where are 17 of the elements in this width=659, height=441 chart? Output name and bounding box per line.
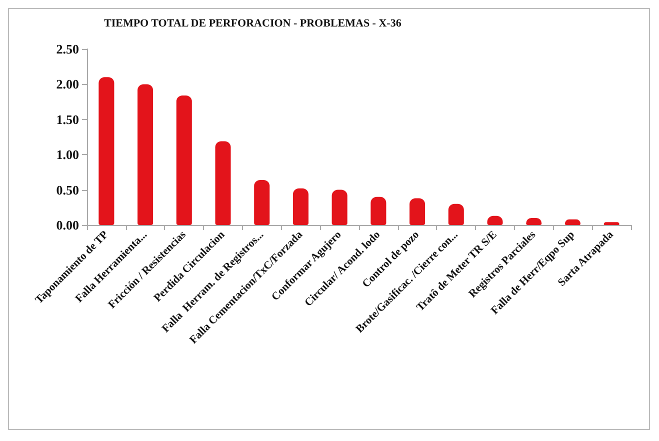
bar [98, 77, 114, 225]
bar [215, 141, 231, 225]
bar [254, 180, 270, 225]
y-tick-label: 2.00 [56, 76, 79, 92]
y-tick-label: 0.50 [56, 182, 79, 198]
bar [176, 95, 192, 225]
y-tick-label: 2.50 [56, 42, 79, 56]
bar [292, 188, 308, 225]
bar [448, 204, 464, 225]
chart-title: TIEMPO TOTAL DE PERFORACION - PROBLEMAS - X-36 [104, 18, 402, 30]
bar [410, 198, 426, 225]
bar [332, 190, 348, 225]
bar [370, 196, 386, 225]
y-tick-label: 1.50 [56, 112, 79, 127]
y-tick-label: 0.00 [56, 218, 79, 232]
bar [138, 84, 154, 225]
y-tick-label: 1.00 [56, 147, 79, 162]
